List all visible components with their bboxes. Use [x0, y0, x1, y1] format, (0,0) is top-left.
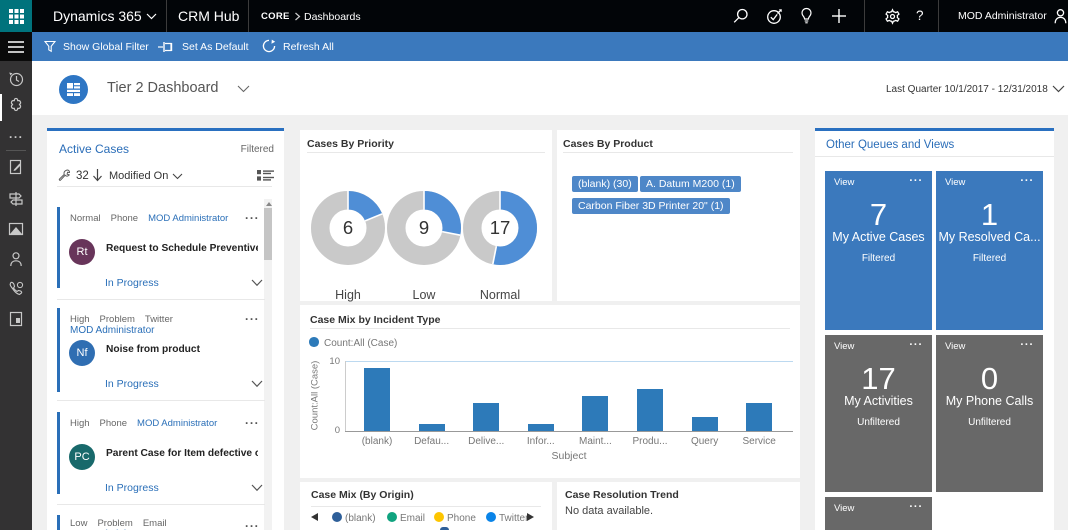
svg-text:9: 9 — [419, 217, 429, 238]
svg-text:17: 17 — [490, 217, 511, 238]
svg-text:6: 6 — [343, 217, 353, 238]
